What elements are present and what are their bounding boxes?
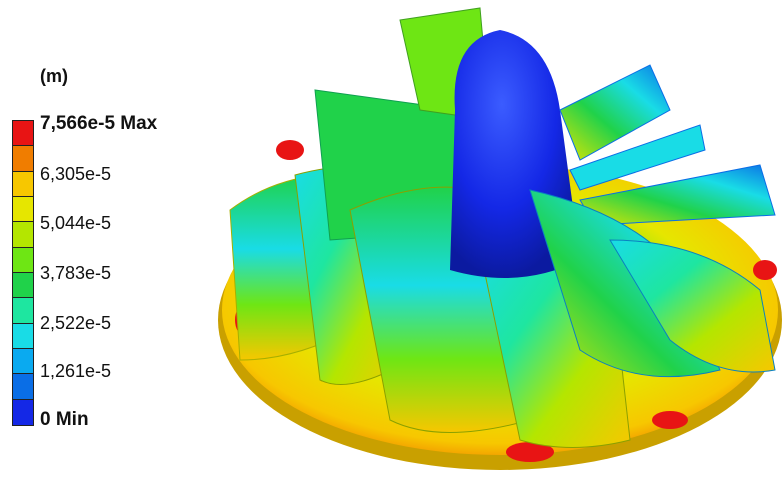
color-swatch (13, 247, 33, 273)
hotspot (506, 442, 554, 462)
legend-tick-label: 1,261e-5 (40, 361, 112, 381)
color-swatch (13, 171, 33, 197)
color-swatch (13, 146, 33, 172)
color-swatch (13, 121, 33, 147)
color-swatch (13, 348, 33, 375)
legend-min-label: 0 Min (40, 409, 89, 430)
legend-max-label: 7,566e-5 Max (40, 113, 158, 134)
legend-tick-label: 2,522e-5 (40, 313, 112, 333)
hotspot (753, 260, 777, 280)
legend-unit: (m) (40, 66, 68, 86)
color-swatch (13, 323, 33, 349)
hotspot (652, 411, 688, 429)
blade (569, 124, 706, 191)
color-bar (12, 120, 34, 426)
impeller-deformation-render (218, 7, 782, 470)
color-swatch (13, 196, 33, 223)
hotspot (276, 140, 304, 160)
legend-tick-label: 3,783e-5 (40, 263, 112, 283)
color-swatch (13, 298, 33, 324)
color-swatch (13, 272, 33, 299)
legend: (m) 7,566e-5 Max 6,305e-5 5,044e-5 3,783… (0, 0, 230, 477)
legend-tick-label: 5,044e-5 (40, 213, 112, 233)
blade (559, 64, 671, 161)
color-swatch (13, 374, 33, 400)
color-swatch (13, 399, 33, 425)
blade (609, 239, 776, 373)
legend-tick-label: 6,305e-5 (40, 164, 112, 184)
color-swatch (13, 222, 33, 248)
